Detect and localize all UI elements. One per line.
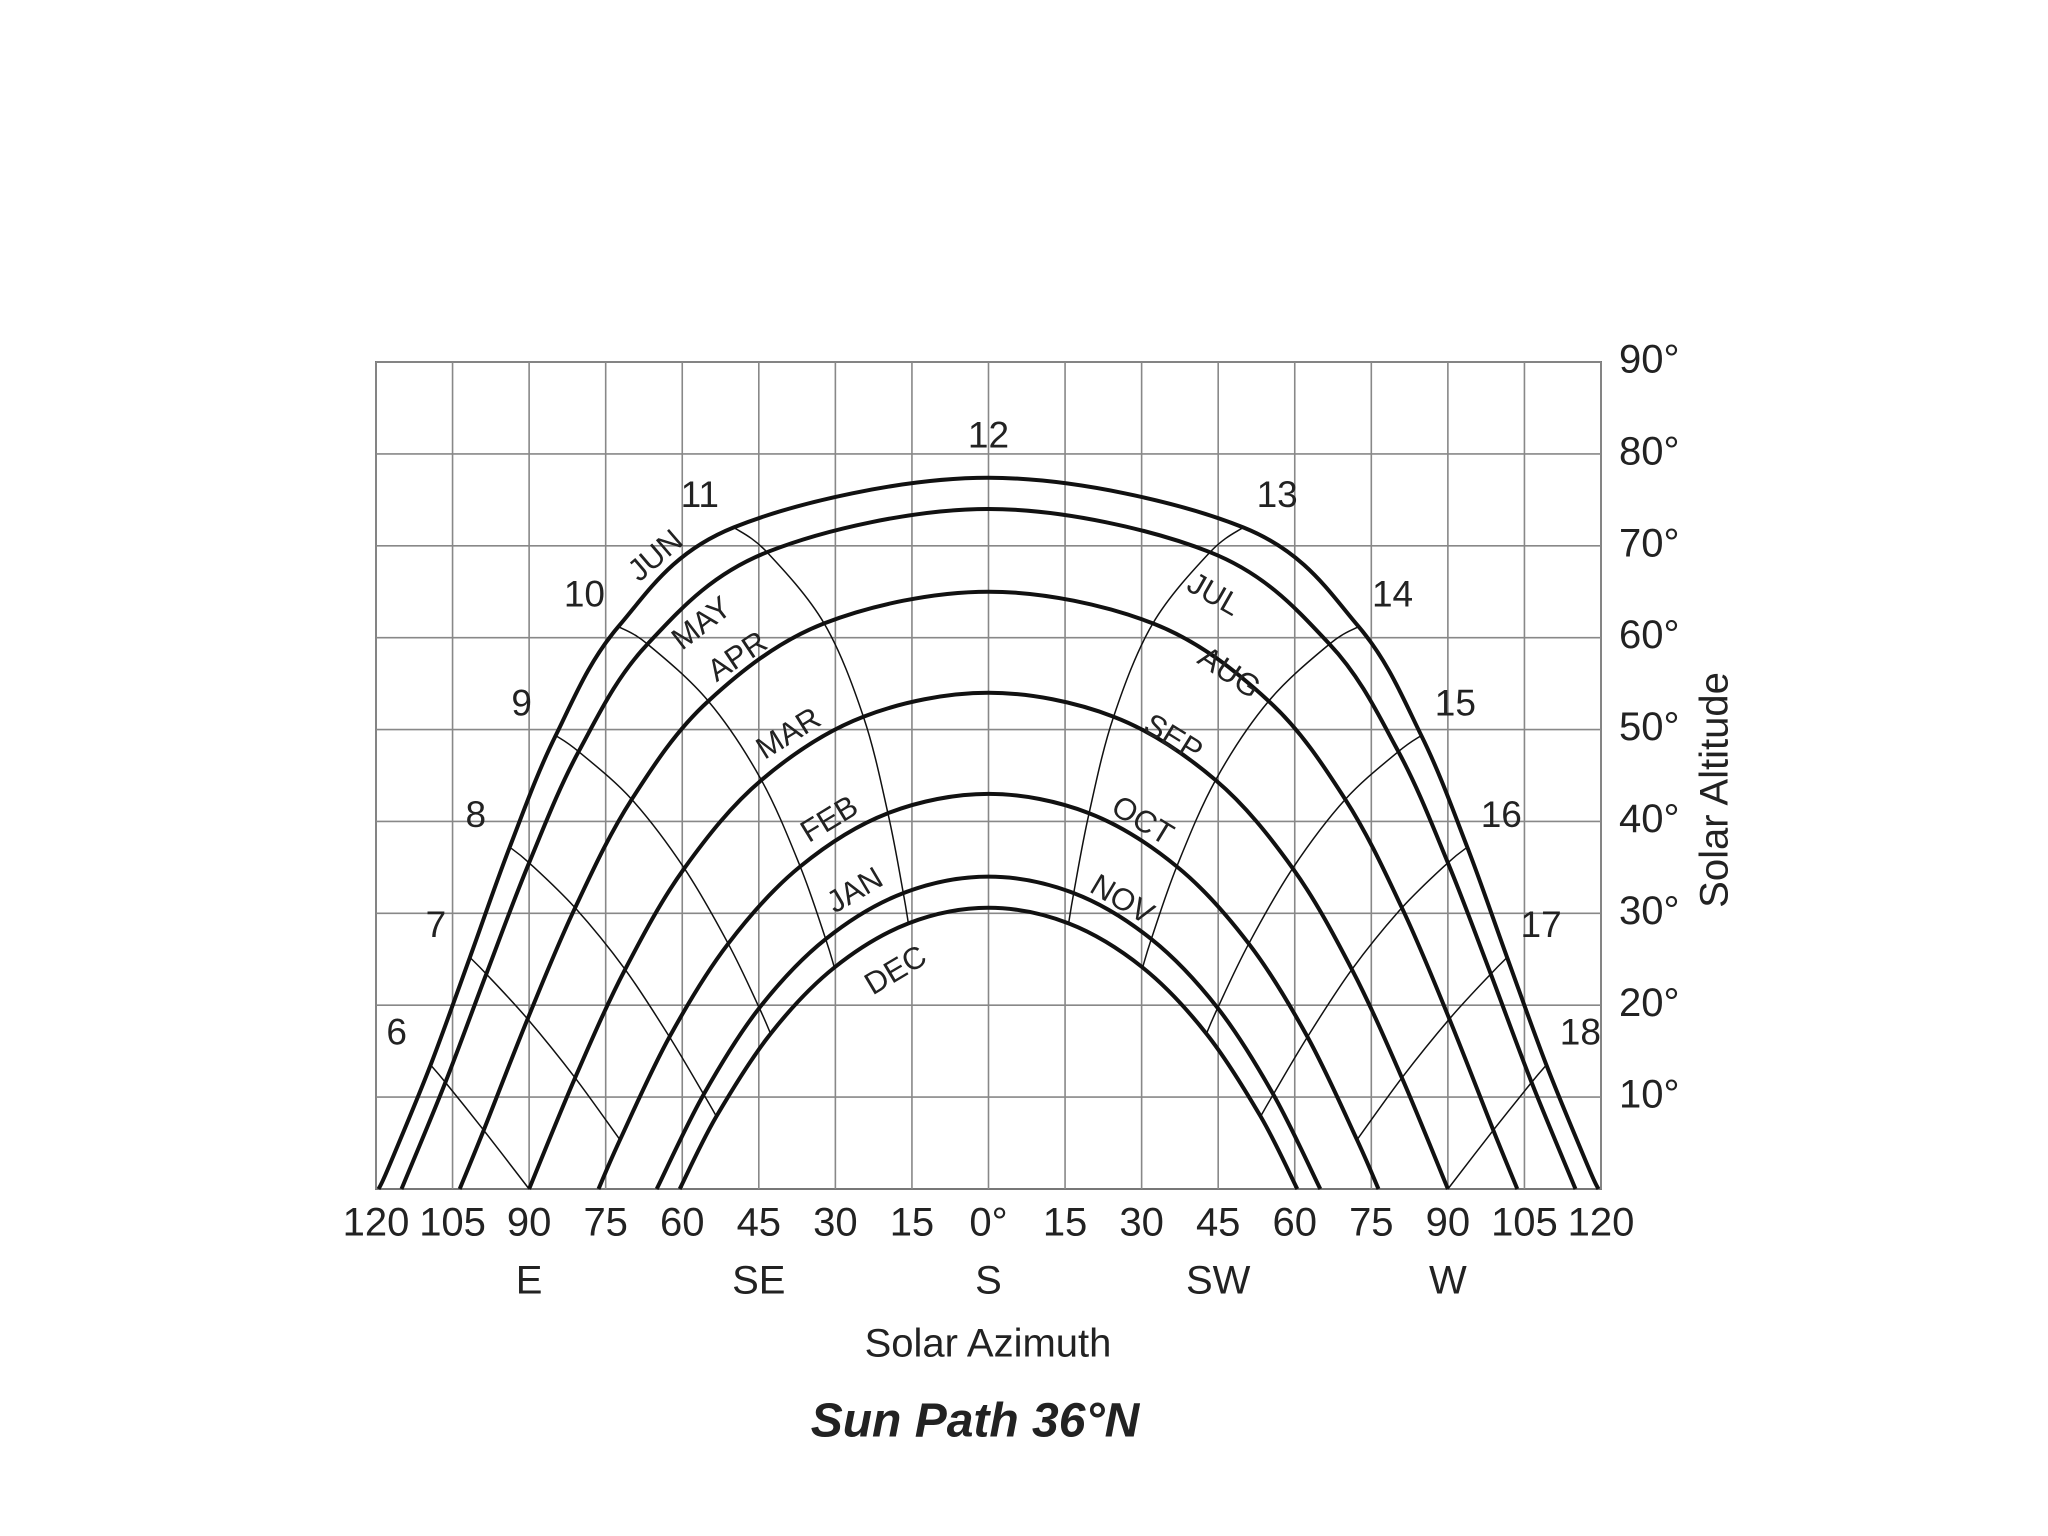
- y-axis-title: Solar Altitude: [1693, 672, 1737, 908]
- grid: [375, 361, 1602, 1189]
- sun-path: [399, 506, 1578, 1190]
- y-tick-label: 80°: [1619, 429, 1680, 473]
- compass-label: E: [516, 1259, 543, 1303]
- x-tick-label: 60: [660, 1201, 705, 1245]
- compass-label: SW: [1186, 1259, 1251, 1303]
- sun-path: [596, 791, 1381, 1190]
- x-tick-label: 90: [507, 1201, 552, 1245]
- y-tick-label: 40°: [1619, 797, 1680, 841]
- chart-title: Sun Path 36°N: [811, 1395, 1141, 1448]
- hour-label: 10: [564, 573, 605, 614]
- x-tick-label: 60: [1273, 1201, 1318, 1245]
- sun-path: [376, 475, 1601, 1190]
- y-tick-label: 20°: [1619, 981, 1680, 1025]
- hour-label: 16: [1481, 794, 1522, 835]
- hour-label: 15: [1435, 682, 1476, 723]
- hour-line: [1447, 1064, 1547, 1190]
- hour-label: 6: [386, 1012, 407, 1053]
- hour-line: [430, 1064, 530, 1190]
- hour-label: 8: [465, 794, 486, 835]
- y-tick-label: 10°: [1619, 1073, 1680, 1117]
- x-tick-label: 15: [1043, 1201, 1088, 1245]
- x-tick-label: 90: [1426, 1201, 1471, 1245]
- x-tick-label: 45: [737, 1201, 782, 1245]
- compass-label: W: [1429, 1259, 1467, 1303]
- hour-label: 18: [1560, 1012, 1601, 1053]
- sun-path: [654, 874, 1323, 1190]
- x-tick-label: 45: [1196, 1201, 1241, 1245]
- x-tick-label: 105: [1491, 1201, 1558, 1245]
- hour-label: 9: [511, 682, 532, 723]
- y-tick-label: 30°: [1619, 889, 1680, 933]
- x-tick-label: 120: [1568, 1201, 1635, 1245]
- hour-label: 17: [1521, 904, 1562, 945]
- x-tick-label: 15: [890, 1201, 935, 1245]
- x-tick-label: 30: [813, 1201, 858, 1245]
- x-tick-label: 30: [1119, 1201, 1164, 1245]
- x-tick-label: 0°: [969, 1201, 1007, 1245]
- x-axis-title: Solar Azimuth: [865, 1322, 1112, 1366]
- x-tick-label: 105: [419, 1201, 486, 1245]
- hour-label: 11: [681, 474, 719, 515]
- hour-label: 13: [1257, 474, 1298, 515]
- x-tick-label: 75: [583, 1201, 628, 1245]
- marks: [376, 475, 1601, 1190]
- x-tick-label: 120: [343, 1201, 410, 1245]
- compass-label: SE: [732, 1259, 785, 1303]
- y-tick-label: 60°: [1619, 613, 1680, 657]
- y-tick-label: 90°: [1619, 338, 1680, 382]
- y-tick-label: 50°: [1619, 705, 1680, 749]
- compass-label: S: [975, 1259, 1002, 1303]
- sun-path: [527, 690, 1450, 1190]
- hour-label: 14: [1372, 573, 1413, 614]
- sun-path: [677, 905, 1300, 1190]
- hour-label: 7: [426, 904, 447, 945]
- noon-label: 12: [968, 415, 1009, 456]
- y-tick-label: 70°: [1619, 521, 1680, 565]
- x-tick-label: 75: [1349, 1201, 1394, 1245]
- sun-path: [457, 589, 1520, 1190]
